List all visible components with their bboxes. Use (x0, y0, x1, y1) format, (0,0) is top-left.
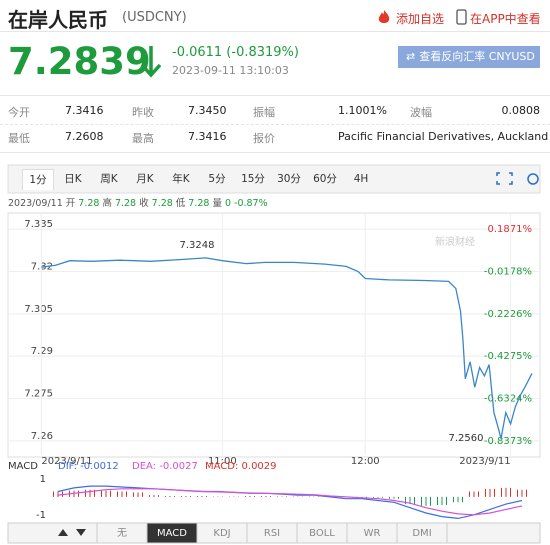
refresh-icon[interactable] (527, 173, 539, 185)
tab-bar (7, 164, 541, 194)
stat-value: 7.3416 (188, 130, 227, 143)
tab[interactable]: 5分 (208, 173, 226, 185)
stat-label: 昨收 (132, 106, 154, 119)
divider (0, 95, 550, 96)
y-tick-label: 7.26 (31, 431, 53, 442)
tab[interactable]: 30分 (277, 173, 301, 185)
tab[interactable]: 年K (172, 173, 190, 185)
info-label: 量 (212, 198, 222, 209)
info-change: -0.87% (234, 198, 268, 209)
tab[interactable]: 1分 (22, 169, 54, 190)
time: 2023-09-11 13:10:03 (172, 64, 289, 77)
add-watch[interactable]: 添加自选 (396, 12, 445, 26)
stat-value: 7.3450 (188, 104, 227, 117)
info-label: 收 (139, 198, 149, 209)
x-tick-label: 11:00 (208, 456, 237, 467)
tab[interactable]: 15分 (241, 173, 265, 185)
tab[interactable]: 60分 (313, 173, 337, 185)
info-label: 高 (102, 198, 112, 209)
y-tick-label: 7.275 (24, 389, 53, 400)
x-tick-label: 2023/9/11 (459, 456, 510, 467)
info-label: 低 (175, 198, 186, 209)
down-arrow-icon (140, 46, 162, 78)
change: -0.0611 (-0.8319%) (172, 45, 299, 60)
macd-y-label: -1 (36, 510, 46, 521)
indicator-tab[interactable]: RSI (264, 528, 280, 539)
info-value: 7.28 (151, 198, 173, 209)
fire-icon (378, 10, 390, 23)
stat-label: 报价 (253, 132, 275, 145)
y2-tick-label: -0.4275% (484, 351, 532, 362)
macd-title: MACD (8, 461, 38, 472)
code: (USDCNY) (122, 10, 187, 25)
stat-label: 今开 (8, 106, 30, 119)
stat-value: 1.1001% (338, 104, 387, 117)
indicator-tab[interactable]: WR (364, 528, 381, 539)
y2-tick-label: -0.0178% (484, 266, 532, 277)
y2-tick-label: -0.6324% (484, 394, 532, 405)
tab[interactable]: 月K (136, 173, 154, 185)
indicator-tab[interactable]: DMI (412, 528, 431, 539)
indicator-tab[interactable]: BOLL (309, 528, 335, 539)
annotation: 7.3248 (180, 240, 215, 251)
up-arrow[interactable] (58, 529, 68, 536)
stat-value: 7.2608 (65, 130, 104, 143)
open-app[interactable]: 在APP中查看 (470, 12, 541, 26)
watermark: 新浪财经 (435, 235, 475, 248)
phone-icon (456, 9, 467, 25)
stat-value: 0.0808 (501, 104, 541, 117)
indicator-tab[interactable]: 无 (117, 528, 127, 539)
indicator-tab-bg (396, 522, 448, 544)
title: 在岸人民币 (8, 8, 108, 32)
x-tick-label: 2023/9/11 (41, 456, 92, 467)
info-value: 7.28 (188, 198, 210, 209)
stat-value: 7.3416 (65, 104, 104, 117)
y2-tick-label: 0.1871% (488, 224, 533, 235)
macd-label: MACD: 0.0029 (205, 461, 277, 472)
row-divider (0, 124, 550, 125)
dea-label: DEA: -0.0027 (132, 461, 198, 472)
price-line (41, 257, 533, 439)
fullscreen-icon[interactable] (496, 172, 513, 185)
divider (0, 31, 550, 32)
dea-line (57, 488, 523, 516)
stat-label: 最高 (132, 132, 154, 145)
stat-label: 波幅 (410, 106, 432, 119)
price: 7.2839 (8, 40, 151, 83)
chart-frame (7, 212, 541, 458)
tab[interactable]: 周K (100, 173, 118, 185)
info-date: 2023/09/11 (8, 198, 63, 209)
stat-value: Pacific Financial Derivatives, Auckland (338, 130, 549, 143)
dif-label: DIF: -0.0012 (58, 461, 119, 472)
y-tick-label: 7.29 (31, 346, 53, 357)
y-tick-label: 7.335 (24, 219, 53, 230)
y-tick-label: 7.305 (24, 304, 53, 315)
indicator-tab[interactable]: MACD (157, 528, 187, 539)
info-label: 开 (65, 198, 76, 209)
indicator-tab[interactable]: KDJ (213, 528, 230, 539)
info-value: 7.28 (78, 198, 100, 209)
y2-tick-label: -0.8373% (484, 436, 532, 447)
info-value: 0 (224, 198, 232, 209)
annotation: 7.2560 (449, 433, 484, 444)
dif-line (57, 485, 523, 520)
stat-label: 振幅 (253, 106, 275, 119)
down-arrow[interactable] (76, 529, 86, 536)
tab[interactable]: 日K (64, 173, 82, 185)
stat-label: 最低 (8, 132, 30, 145)
x-tick-label: 12:00 (351, 456, 380, 467)
y2-tick-label: -0.2226% (484, 309, 532, 320)
divider (0, 152, 550, 153)
reverse-button[interactable]: ⇄ 查看反向汇率 CNYUSD (398, 46, 540, 68)
info-line: 2023/09/11 开 7.28 高 7.28 收 7.28 低 7.28 量 0 -0.87% (8, 195, 271, 209)
reverse-label: 查看反向汇率 CNYUSD (419, 50, 535, 63)
macd-y-label: 1 (40, 474, 46, 485)
info-value: 7.28 (114, 198, 137, 209)
tab[interactable]: 4H (353, 173, 369, 185)
